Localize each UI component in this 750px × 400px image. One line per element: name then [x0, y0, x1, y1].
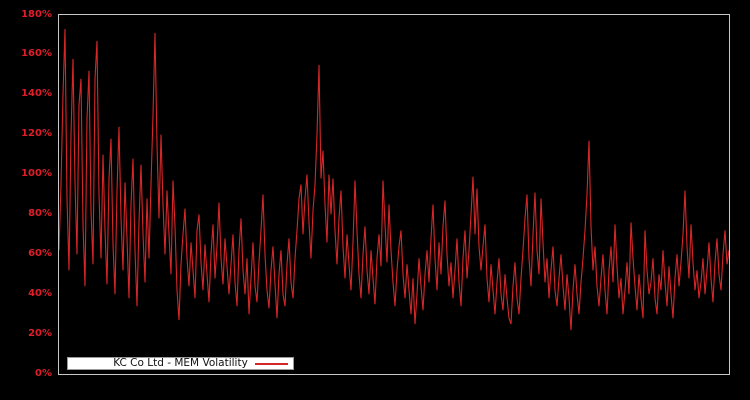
y-axis-tick-label: 80%	[28, 207, 52, 219]
y-axis-tick-label: 120%	[21, 128, 52, 140]
volatility-line-series	[59, 28, 729, 331]
y-axis-tick-label: 180%	[21, 8, 52, 20]
y-axis-tick-label: 60%	[28, 247, 52, 259]
y-axis-tick-label: 100%	[21, 168, 52, 180]
y-axis-tick-label: 140%	[21, 88, 52, 100]
volatility-line-chart	[59, 28, 729, 331]
y-axis-tick-label: 0%	[35, 367, 52, 379]
legend-label: KC Co Ltd - MEM Volatility	[113, 357, 248, 369]
y-axis-tick-label: 20%	[28, 327, 52, 339]
legend: KC Co Ltd - MEM Volatility	[67, 357, 294, 370]
y-axis-labels: 0% 20% 40% 60% 80% 100% 120% 140% 160% 180%	[0, 0, 52, 400]
plot-area	[58, 14, 730, 375]
y-axis-tick-label: 40%	[28, 287, 52, 299]
y-axis-tick-label: 160%	[21, 48, 52, 60]
legend-line-sample-icon	[255, 363, 288, 365]
